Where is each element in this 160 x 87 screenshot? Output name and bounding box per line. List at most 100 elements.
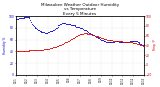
Point bbox=[18, 18, 20, 19]
Point bbox=[31, 50, 33, 51]
Point bbox=[20, 17, 22, 19]
Point bbox=[62, 22, 65, 24]
Point bbox=[141, 45, 143, 46]
Point bbox=[39, 49, 42, 51]
Point bbox=[81, 33, 84, 34]
Point bbox=[83, 33, 85, 34]
Point bbox=[43, 49, 45, 50]
Point bbox=[20, 51, 23, 52]
Point bbox=[137, 44, 140, 45]
Point bbox=[88, 33, 90, 34]
Point bbox=[92, 34, 95, 36]
Point bbox=[20, 17, 23, 19]
Point bbox=[61, 44, 63, 45]
Point bbox=[17, 51, 20, 52]
Point bbox=[46, 32, 49, 33]
Point bbox=[97, 37, 100, 38]
Point bbox=[90, 34, 93, 35]
Point bbox=[78, 33, 81, 35]
Point bbox=[34, 50, 37, 51]
Point bbox=[66, 41, 68, 42]
Point bbox=[65, 41, 67, 43]
Point bbox=[127, 41, 130, 43]
Point bbox=[129, 41, 131, 43]
Point bbox=[24, 17, 27, 18]
Point bbox=[49, 31, 51, 32]
Point bbox=[126, 42, 129, 43]
Point bbox=[140, 45, 142, 46]
Point bbox=[100, 39, 102, 40]
Y-axis label: Temp °F: Temp °F bbox=[153, 39, 157, 52]
Point bbox=[86, 31, 89, 32]
Point bbox=[40, 49, 43, 51]
Point bbox=[99, 38, 101, 40]
Point bbox=[56, 27, 58, 29]
Point bbox=[55, 28, 57, 29]
Point bbox=[97, 36, 100, 37]
Point bbox=[27, 50, 29, 52]
Point bbox=[42, 49, 44, 51]
Y-axis label: Humidity %: Humidity % bbox=[3, 37, 7, 54]
Point bbox=[30, 50, 32, 51]
Point bbox=[15, 51, 18, 52]
Point bbox=[105, 38, 108, 40]
Point bbox=[108, 39, 111, 41]
Point bbox=[63, 22, 66, 24]
Point bbox=[76, 26, 78, 27]
Point bbox=[106, 41, 108, 43]
Point bbox=[40, 31, 43, 33]
Point bbox=[130, 41, 132, 42]
Point bbox=[70, 38, 72, 40]
Point bbox=[98, 38, 101, 39]
Point bbox=[122, 41, 124, 43]
Point bbox=[75, 26, 78, 27]
Point bbox=[103, 40, 106, 41]
Point bbox=[93, 35, 96, 36]
Point bbox=[101, 37, 104, 39]
Point bbox=[73, 25, 76, 26]
Point bbox=[99, 36, 101, 38]
Point bbox=[45, 32, 48, 33]
Point bbox=[111, 42, 113, 43]
Point bbox=[101, 39, 104, 41]
Point bbox=[44, 49, 46, 50]
Point bbox=[72, 37, 74, 39]
Point bbox=[52, 29, 55, 31]
Point bbox=[100, 37, 102, 38]
Point bbox=[28, 50, 31, 51]
Point bbox=[132, 41, 135, 42]
Point bbox=[117, 40, 119, 41]
Point bbox=[125, 41, 128, 42]
Point bbox=[44, 49, 47, 50]
Point bbox=[96, 37, 99, 38]
Point bbox=[102, 38, 105, 39]
Point bbox=[72, 37, 75, 38]
Point bbox=[68, 24, 71, 25]
Point bbox=[60, 44, 62, 46]
Point bbox=[123, 41, 125, 42]
Title: Milwaukee Weather Outdoor Humidity
vs Temperature
Every 5 Minutes: Milwaukee Weather Outdoor Humidity vs Te… bbox=[41, 3, 119, 16]
Point bbox=[115, 40, 118, 41]
Point bbox=[38, 49, 41, 51]
Point bbox=[89, 33, 91, 35]
Point bbox=[139, 44, 142, 46]
Point bbox=[113, 40, 116, 41]
Point bbox=[47, 31, 49, 33]
Point bbox=[25, 50, 27, 52]
Point bbox=[74, 25, 77, 27]
Point bbox=[62, 43, 65, 44]
Point bbox=[121, 41, 124, 43]
Point bbox=[64, 42, 67, 43]
Point bbox=[103, 38, 106, 39]
Point bbox=[112, 40, 115, 41]
Point bbox=[15, 51, 17, 52]
Point bbox=[32, 50, 35, 51]
Point bbox=[142, 46, 145, 47]
Point bbox=[25, 17, 27, 18]
Point bbox=[121, 40, 124, 42]
Point bbox=[135, 43, 137, 44]
Point bbox=[56, 46, 59, 47]
Point bbox=[138, 44, 141, 45]
Point bbox=[61, 22, 63, 24]
Point bbox=[69, 24, 72, 25]
